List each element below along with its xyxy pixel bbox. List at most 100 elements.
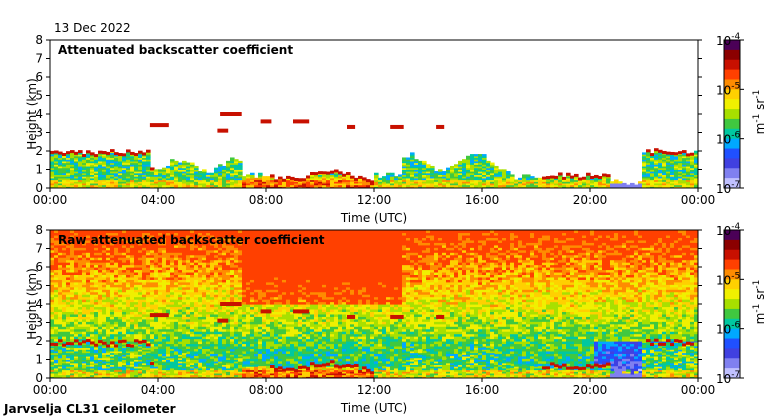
heatmap-cell xyxy=(182,279,187,283)
heatmap-cell xyxy=(646,154,651,157)
heatmap-cell xyxy=(382,184,387,187)
heatmap-cell xyxy=(210,341,215,345)
heatmap-cell xyxy=(650,172,655,176)
heatmap-cell xyxy=(118,331,123,335)
heatmap-cell xyxy=(214,172,219,176)
heatmap-cell xyxy=(686,159,691,162)
heatmap-cell xyxy=(106,271,111,275)
heatmap-cell xyxy=(230,336,235,340)
heatmap-cell xyxy=(102,177,107,181)
heatmap-cell xyxy=(226,294,231,298)
heatmap-cell xyxy=(50,174,55,177)
heatmap-cell xyxy=(198,279,203,283)
heatmap-cell xyxy=(54,181,59,184)
heatmap-cell xyxy=(690,165,695,169)
heatmap-cell xyxy=(150,172,155,176)
heatmap-cell xyxy=(158,311,163,315)
heatmap-cell xyxy=(66,159,71,162)
heatmap-cell xyxy=(238,338,243,342)
heatmap-cell xyxy=(66,230,71,234)
heatmap-cell xyxy=(198,259,203,263)
heatmap-cell xyxy=(158,318,163,322)
heatmap-cell xyxy=(202,259,207,263)
heatmap-cell xyxy=(402,177,407,181)
heatmap-cell xyxy=(170,162,175,165)
heatmap-cell xyxy=(234,252,239,256)
heatmap-cell xyxy=(690,182,695,186)
heatmap-cell xyxy=(282,181,287,184)
heatmap-cell xyxy=(54,336,59,340)
heatmap-cell xyxy=(174,331,179,335)
heatmap-cell xyxy=(174,289,179,293)
heatmap-cell xyxy=(66,242,71,246)
heatmap-cell xyxy=(78,160,83,164)
heatmap-cell xyxy=(398,182,403,186)
heatmap-cell xyxy=(110,244,115,248)
heatmap-cell xyxy=(522,179,527,182)
heatmap-cell xyxy=(74,257,79,261)
heatmap-cell xyxy=(74,155,79,159)
heatmap-cell xyxy=(170,247,175,251)
heatmap-cell xyxy=(158,177,163,181)
heatmap-cell xyxy=(406,177,411,181)
heatmap-cell xyxy=(190,162,195,165)
heatmap-cell xyxy=(98,299,103,303)
heatmap-cell xyxy=(662,159,667,162)
heatmap-cell xyxy=(74,172,79,176)
heatmap-cell xyxy=(182,323,187,327)
heatmap-cell xyxy=(150,296,155,300)
heatmap-cell xyxy=(322,181,327,184)
heatmap-cell xyxy=(190,353,195,357)
heatmap-cell xyxy=(90,252,95,256)
heatmap-cell xyxy=(206,348,211,352)
heatmap-cell xyxy=(170,284,175,288)
heatmap-cell xyxy=(218,237,223,241)
heatmap-cell xyxy=(186,299,191,303)
heatmap-cell xyxy=(674,157,679,160)
heatmap-cell xyxy=(166,331,171,335)
heatmap-cell xyxy=(126,284,131,288)
heatmap-cell xyxy=(186,249,191,253)
heatmap-cell xyxy=(58,323,63,327)
heatmap-cell xyxy=(70,165,75,169)
heatmap-cell xyxy=(554,186,559,188)
heatmap-cell xyxy=(198,267,203,271)
heatmap-cell xyxy=(118,271,123,275)
heatmap-cell xyxy=(58,159,63,162)
heatmap-cell xyxy=(118,153,123,157)
heatmap-cell xyxy=(390,176,395,179)
heatmap-cell xyxy=(182,234,187,238)
heatmap-cell xyxy=(210,264,215,268)
heatmap-cell xyxy=(506,179,511,182)
heatmap-cell xyxy=(50,306,55,310)
heatmap-cell xyxy=(494,174,499,177)
heatmap-cell xyxy=(158,262,163,266)
heatmap-cell xyxy=(102,164,107,167)
heatmap-cell xyxy=(646,176,651,179)
heatmap-cell xyxy=(202,252,207,256)
heatmap-cell xyxy=(514,184,519,187)
heatmap-cell xyxy=(298,181,303,184)
heatmap-cell xyxy=(142,269,147,273)
heatmap-cell xyxy=(490,182,495,186)
heatmap-cell xyxy=(446,167,451,170)
heatmap-cell xyxy=(134,316,139,320)
heatmap-cell xyxy=(162,341,167,345)
heatmap-cell xyxy=(58,171,63,174)
heatmap-cell xyxy=(162,232,167,236)
heatmap-cell xyxy=(210,271,215,275)
heatmap-cell xyxy=(230,326,235,330)
heatmap-cell xyxy=(318,181,323,184)
heatmap-cell xyxy=(162,336,167,340)
heatmap-cell xyxy=(134,264,139,268)
heatmap-cell xyxy=(130,165,135,169)
heatmap-cell xyxy=(474,174,479,177)
heatmap-cell xyxy=(198,186,203,188)
heatmap-cell xyxy=(650,165,655,169)
heatmap-cell xyxy=(438,184,443,187)
heatmap-cell xyxy=(538,179,543,182)
heatmap-cell xyxy=(122,269,127,273)
heatmap-cell xyxy=(230,157,235,160)
heatmap-cell xyxy=(78,165,83,169)
heatmap-cell xyxy=(158,304,163,308)
